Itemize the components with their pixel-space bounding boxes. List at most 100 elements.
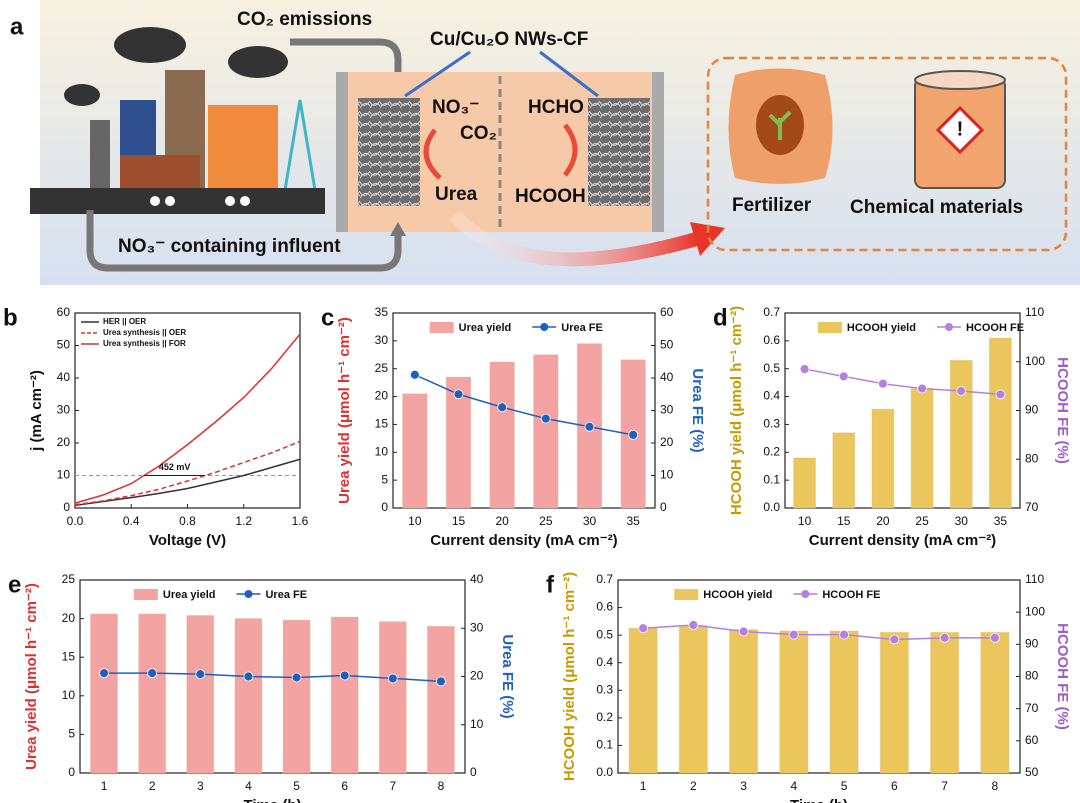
legend-label: Urea synthesis || FOR — [103, 339, 186, 348]
bar — [138, 613, 167, 774]
x-tick-label: 15 — [452, 514, 466, 528]
reactant-label: CO₂ — [460, 123, 497, 144]
y-tick-label: 30 — [375, 333, 389, 347]
x-tick-label: 10 — [798, 514, 812, 528]
y-tick-label: 30 — [57, 403, 71, 417]
annotation: 452 mV — [159, 462, 191, 472]
marker — [889, 634, 900, 645]
x-tick-label: 3 — [197, 779, 204, 793]
bar — [628, 627, 658, 774]
panel-label: b — [3, 304, 18, 331]
line-series — [804, 368, 1001, 396]
line-series — [414, 374, 634, 436]
y2-tick-label: 100 — [1025, 354, 1045, 368]
y2-axis-label: Urea FE (%) — [689, 368, 706, 452]
y-tick-label: 0 — [68, 765, 75, 779]
x-tick-label: 1.6 — [292, 514, 309, 528]
y2-axis-label: HCOOH FE (%) — [1054, 357, 1071, 464]
y-axis-label: HCOOH yield (μmol h⁻¹ cm⁻²) — [728, 306, 745, 515]
y-tick-label: 0.2 — [596, 710, 613, 724]
x-tick-label: 2 — [149, 779, 156, 793]
marker — [956, 386, 967, 396]
y-tick-label: 0.0 — [763, 500, 780, 514]
bar — [402, 393, 428, 509]
x-tick-label: 7 — [389, 779, 396, 793]
catalyst-label: Cu/Cu₂O NWs-CF — [430, 29, 588, 50]
co2-label: CO₂ emissions — [237, 9, 372, 30]
legend-label: HER || OER — [103, 317, 146, 326]
y-tick-label: 0.3 — [596, 682, 613, 696]
x-tick-label: 5 — [293, 779, 300, 793]
panel-label: e — [8, 571, 21, 598]
x-axis-label: Current density (mA cm⁻²) — [809, 532, 996, 549]
electrode-image — [358, 98, 420, 206]
legend-swatch — [817, 322, 842, 333]
y2-tick-label: 50 — [660, 338, 674, 352]
reactant-label: NO₃⁻ — [432, 97, 479, 118]
marker — [838, 371, 849, 382]
y-tick-label: 0.0 — [596, 765, 613, 779]
marker — [688, 620, 699, 630]
y2-tick-label: 90 — [1025, 637, 1039, 651]
y-tick-label: 0.6 — [596, 600, 613, 614]
x-tick-label: 4 — [245, 779, 252, 793]
svg-text:!: ! — [957, 118, 964, 140]
y-tick-label: 60 — [57, 305, 71, 319]
x-tick-label: 7 — [941, 779, 948, 793]
x-axis-label: Voltage (V) — [149, 532, 226, 549]
legend-label: HCOOH FE — [822, 589, 880, 601]
electrode-image — [588, 98, 650, 206]
marker — [995, 389, 1006, 400]
y-tick-label: 20 — [57, 435, 71, 449]
y-tick-label: 0.4 — [596, 655, 613, 669]
x-tick-label: 30 — [583, 514, 597, 528]
x-tick-label: 35 — [994, 514, 1008, 528]
y-tick-label: 20 — [62, 611, 76, 625]
y-tick-label: 25 — [375, 361, 389, 375]
x-tick-label: 8 — [438, 779, 445, 793]
legend-label: HCOOH FE — [966, 322, 1024, 334]
legend-label: Urea synthesis || OER — [103, 328, 186, 337]
panel-label: f — [546, 571, 555, 598]
y-axis-label: j (mA cm⁻²) — [28, 370, 45, 452]
y2-tick-label: 110 — [1025, 572, 1044, 586]
product-label: HCOOH — [515, 186, 586, 207]
x-axis-label: Time (h) — [243, 797, 301, 803]
bar — [910, 387, 934, 509]
y2-tick-label: 30 — [660, 403, 674, 417]
bar — [879, 631, 909, 774]
marker — [917, 383, 927, 394]
bar — [871, 408, 895, 509]
y2-tick-label: 60 — [1025, 733, 1039, 747]
y2-tick-label: 40 — [660, 370, 674, 384]
y2-tick-label: 70 — [1025, 500, 1039, 514]
y-tick-label: 5 — [68, 727, 75, 741]
panel-label: d — [713, 304, 728, 331]
legend-label: HCOOH yield — [703, 589, 772, 601]
x-tick-label: 0.8 — [179, 514, 196, 528]
y2-tick-label: 80 — [1025, 451, 1039, 465]
use-label: Fertilizer — [732, 195, 812, 216]
legend-marker — [801, 590, 810, 598]
bar — [378, 621, 407, 774]
plot-frame — [784, 312, 1021, 509]
bar — [426, 625, 455, 774]
reactant-label: HCHO — [528, 97, 584, 118]
y-tick-label: 0.4 — [763, 389, 780, 403]
bar — [930, 631, 960, 774]
line-series — [643, 624, 995, 641]
plot-frame — [617, 579, 1021, 774]
bar — [533, 354, 559, 509]
y2-tick-label: 70 — [1025, 701, 1039, 715]
y-tick-label: 15 — [62, 649, 76, 663]
y2-tick-label: 90 — [1025, 403, 1039, 417]
y-tick-label: 0.1 — [596, 738, 613, 752]
marker — [497, 402, 508, 413]
bar — [186, 615, 215, 774]
legend-swatch — [133, 589, 158, 600]
y-axis-label: Urea yield (μmol h⁻¹ cm⁻²) — [23, 583, 40, 770]
marker — [628, 429, 639, 440]
legend-marker — [944, 323, 953, 331]
x-axis-label: Current density (mA cm⁻²) — [430, 532, 617, 549]
x-tick-label: 20 — [495, 514, 509, 528]
